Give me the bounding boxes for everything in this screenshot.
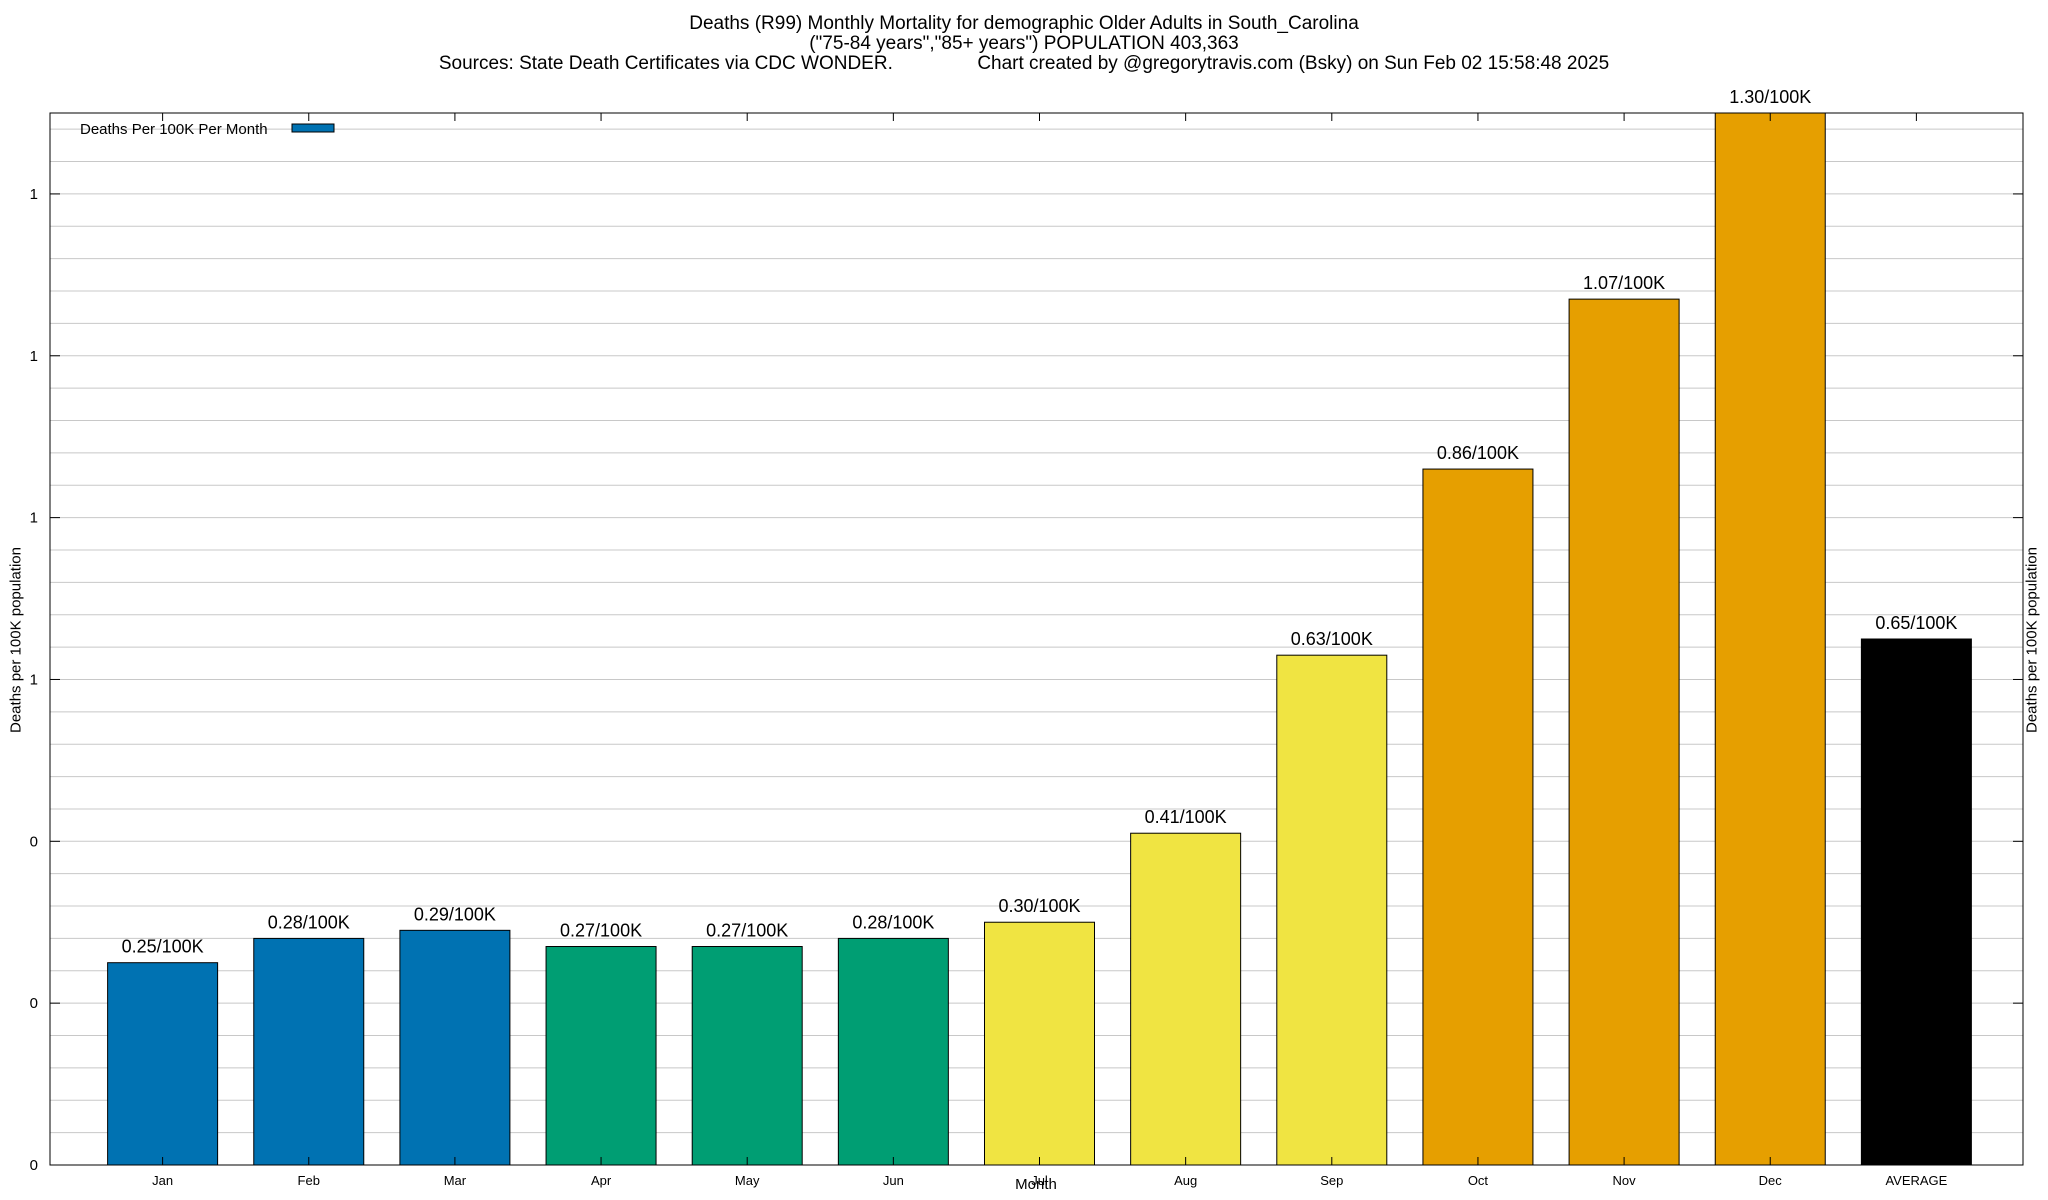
bar-feb bbox=[253, 937, 365, 1166]
chart-title-block: Deaths (R99) Monthly Mortality for demog… bbox=[0, 14, 2048, 74]
y-tick-label: 1 bbox=[30, 671, 38, 688]
bar-jun bbox=[837, 937, 949, 1166]
bar-value-label: 0.27/100K bbox=[706, 921, 788, 941]
x-tick-label: Oct bbox=[1468, 1173, 1489, 1188]
legend-swatch bbox=[291, 123, 335, 133]
bar-value-label: 0.25/100K bbox=[122, 937, 204, 957]
y-axis-label: Deaths per 100K population bbox=[7, 547, 25, 733]
x-tick-label: Jul bbox=[1031, 1173, 1048, 1188]
bar-jul bbox=[984, 921, 1095, 1166]
bar-sep bbox=[1276, 654, 1388, 1166]
x-tick-label: Feb bbox=[298, 1173, 320, 1188]
x-tick-label: Jan bbox=[152, 1173, 173, 1188]
y-tick-label: 1 bbox=[30, 348, 38, 365]
y-tick-label: 1 bbox=[30, 186, 38, 203]
y-tick-label: 0 bbox=[30, 833, 38, 850]
chart-title: Deaths (R99) Monthly Mortality for demog… bbox=[689, 13, 1359, 34]
bar-value-label: 0.41/100K bbox=[1145, 807, 1227, 827]
x-tick-label: Aug bbox=[1174, 1173, 1197, 1188]
bar-value-label: 0.30/100K bbox=[998, 896, 1080, 916]
x-tick-label: Apr bbox=[591, 1173, 612, 1188]
legend-label: Deaths Per 100K Per Month bbox=[80, 121, 268, 138]
bar-may bbox=[691, 946, 803, 1166]
bar-dec bbox=[1714, 112, 1826, 1166]
bar-value-label: 0.28/100K bbox=[852, 912, 934, 932]
y-tick-label: 0 bbox=[30, 1157, 38, 1174]
bar-jan bbox=[107, 962, 219, 1166]
plot-border bbox=[49, 112, 2024, 1166]
bar-value-label: 0.63/100K bbox=[1291, 629, 1373, 649]
bar-oct bbox=[1422, 468, 1534, 1166]
bar-value-label: 0.86/100K bbox=[1437, 443, 1519, 463]
bar-value-label: 0.65/100K bbox=[1875, 613, 1957, 633]
bar-value-label: 0.27/100K bbox=[560, 921, 642, 941]
bar-aug bbox=[1130, 832, 1242, 1166]
x-tick-label: Jun bbox=[883, 1173, 904, 1188]
chart-sources: Sources: State Death Certificates via CD… bbox=[438, 53, 1610, 74]
x-tick-label: Nov bbox=[1613, 1173, 1637, 1188]
x-tick-label: May bbox=[735, 1173, 760, 1188]
chart-subtitle: ("75-84 years","85+ years") POPULATION 4… bbox=[809, 33, 1239, 54]
bar-nov bbox=[1568, 298, 1680, 1166]
bar-value-label: 0.29/100K bbox=[414, 904, 496, 924]
y-tick-label: 0 bbox=[30, 995, 38, 1012]
bar-average bbox=[1860, 638, 1972, 1166]
bar-value-label: 1.07/100K bbox=[1583, 273, 1665, 293]
x-axis-label: Month bbox=[1015, 1176, 1057, 1193]
x-tick-label: AVERAGE bbox=[1885, 1173, 1947, 1188]
y2-axis-label: Deaths per 100K population bbox=[2023, 547, 2041, 733]
bar-mar bbox=[399, 929, 511, 1166]
bar-value-label: 1.30/100K bbox=[1729, 87, 1811, 107]
x-tick-label: Mar bbox=[444, 1173, 467, 1188]
x-tick-label: Dec bbox=[1759, 1173, 1783, 1188]
bar-apr bbox=[545, 946, 657, 1166]
x-tick-label: Sep bbox=[1320, 1173, 1343, 1188]
bar-value-label: 0.28/100K bbox=[268, 912, 350, 932]
y-tick-label: 1 bbox=[30, 510, 38, 527]
